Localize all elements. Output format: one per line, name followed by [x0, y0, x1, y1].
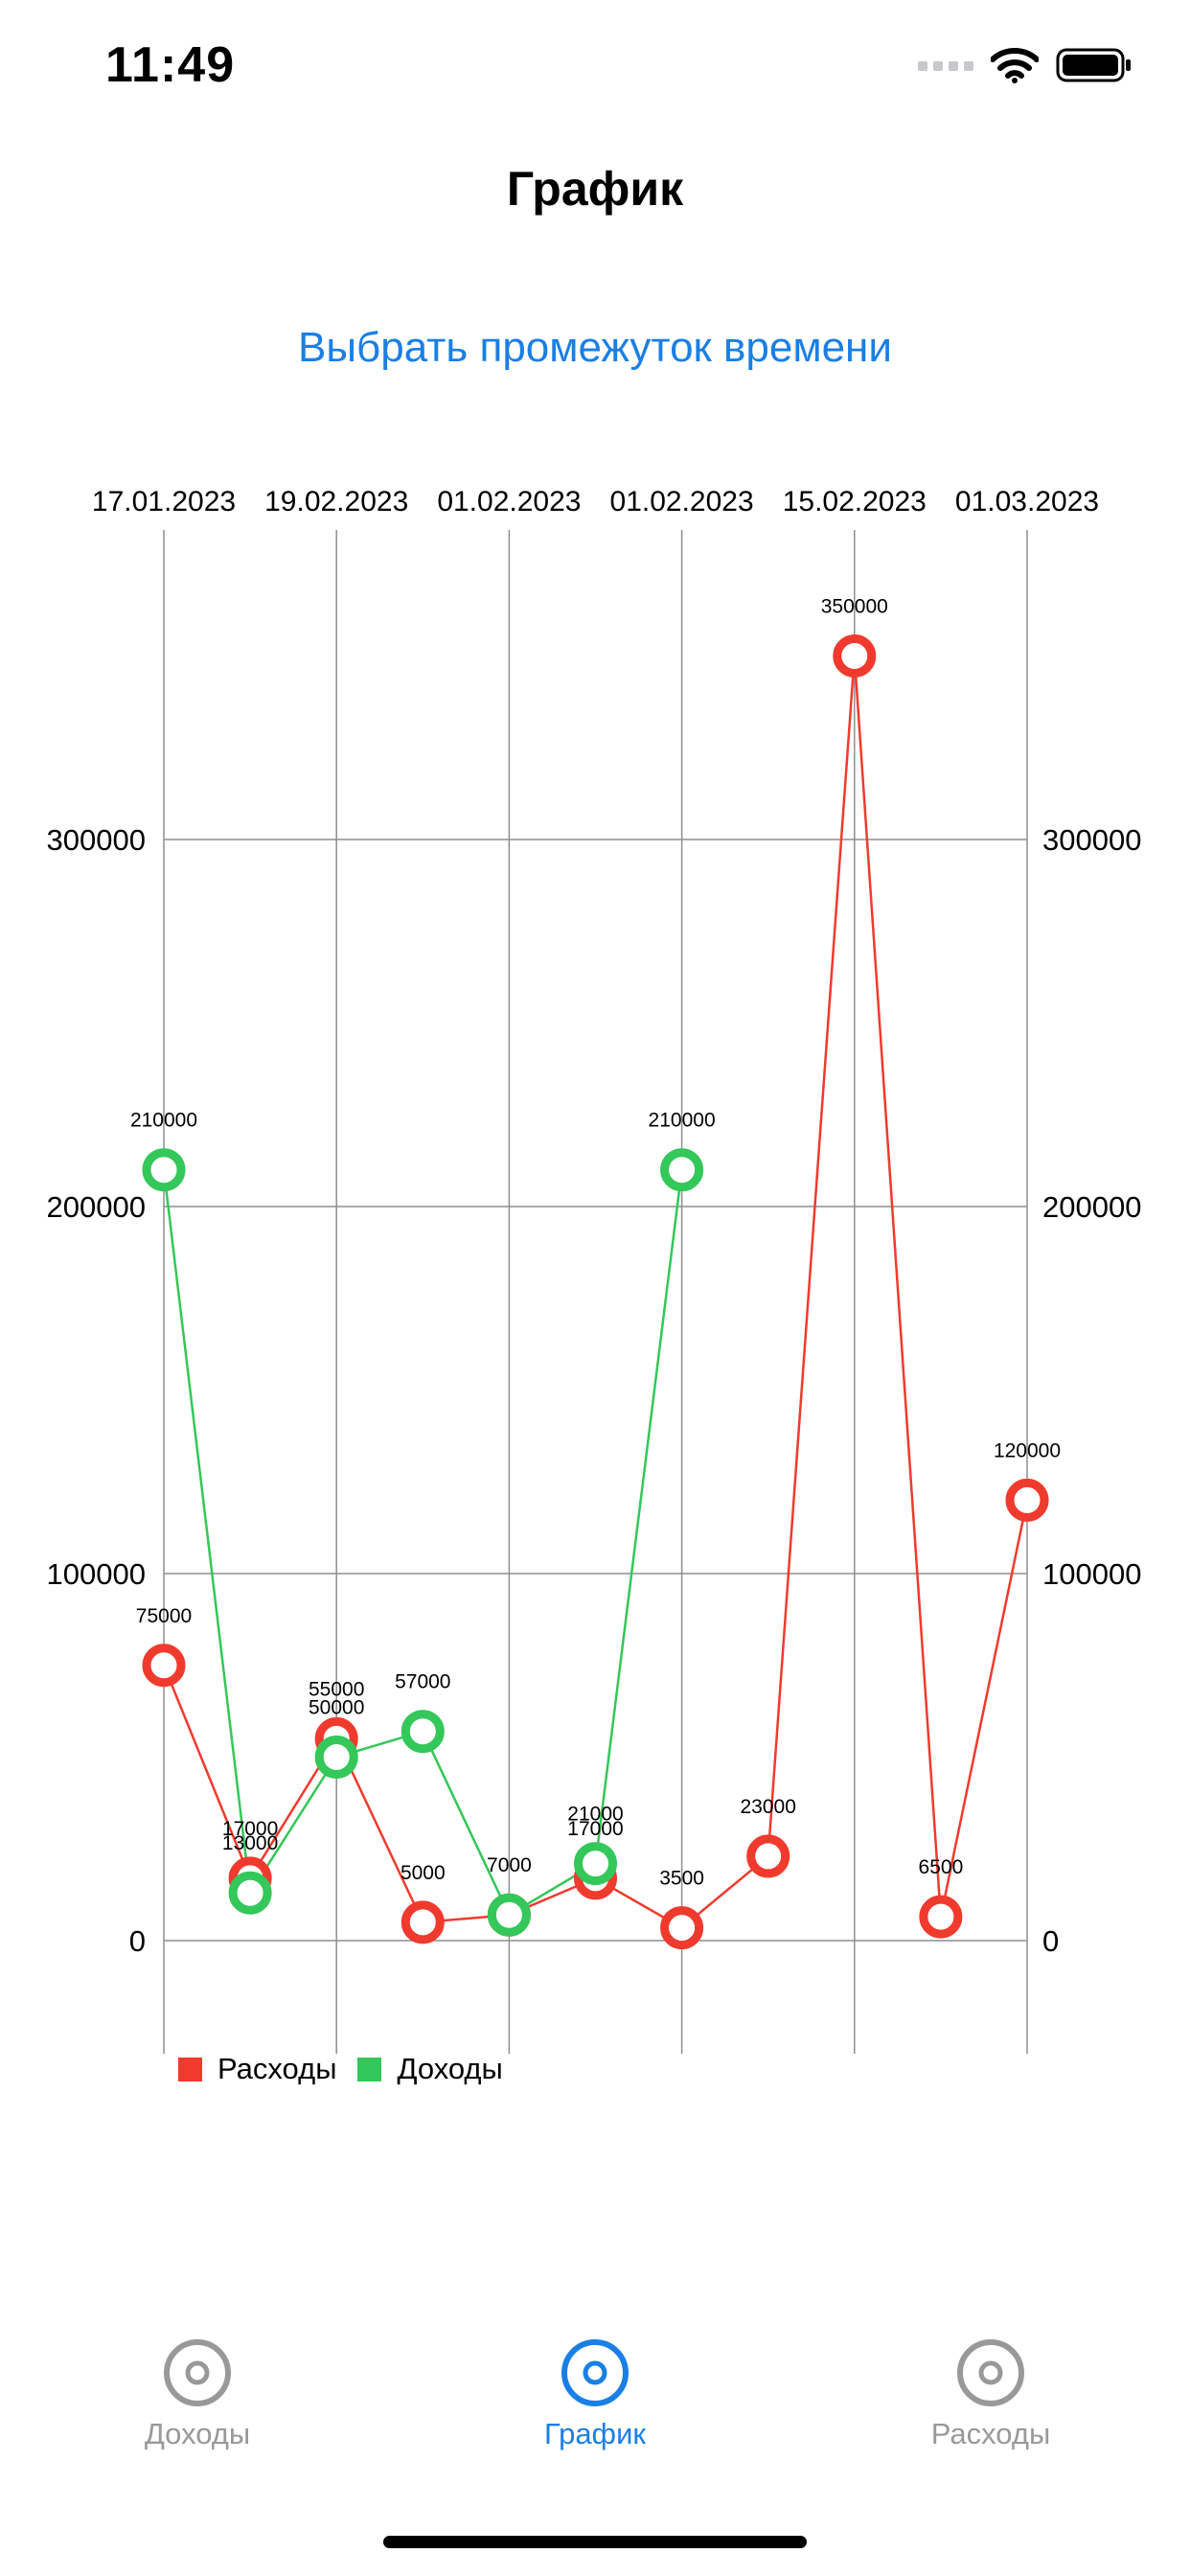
legend-label-expenses: Расходы	[217, 2052, 337, 2085]
x-tick-label: 01.03.2023	[955, 486, 1099, 518]
data-label-income: 21000	[567, 1804, 623, 1826]
y-tick-label-right: 300000	[1042, 823, 1141, 857]
data-point-income	[574, 1842, 617, 1886]
x-tick-label: 01.02.2023	[437, 486, 581, 518]
y-tick-label-left: 200000	[47, 1190, 146, 1224]
select-time-range-button[interactable]: Выбрать промежуток времени	[298, 324, 892, 371]
circle-dot-icon	[561, 2339, 629, 2406]
line-chart: 17.01.2023 19.02.2023 01.02.2023 01.02.2023…	[0, 460, 1190, 2108]
data-label-expenses: 55000	[309, 1678, 364, 1700]
circle-dot-icon	[957, 2339, 1024, 2406]
data-label-expenses: 3500	[659, 1868, 704, 1890]
status-icons	[918, 46, 1133, 84]
data-label-expenses: 75000	[136, 1605, 192, 1627]
legend-swatch-income	[357, 2057, 382, 2082]
y-tick-label-left: 0	[129, 1924, 146, 1958]
tab-income[interactable]: Доходы	[54, 2338, 341, 2492]
data-point-expenses	[833, 634, 877, 678]
data-label-expenses: 5000	[400, 1862, 446, 1884]
status-bar: 11:49	[0, 0, 1190, 126]
wifi-icon	[991, 48, 1039, 83]
data-point-income	[228, 1871, 272, 1915]
data-label-income: 210000	[649, 1110, 716, 1132]
status-time: 11:49	[105, 37, 236, 93]
battery-icon	[1056, 48, 1131, 82]
data-point-expenses	[400, 1900, 445, 1944]
data-label-income: 210000	[130, 1110, 197, 1132]
y-tick-label-right: 200000	[1042, 1190, 1141, 1224]
data-label-expenses: 350000	[821, 596, 888, 618]
data-point-income	[314, 1736, 358, 1779]
data-label-expenses: 120000	[994, 1439, 1061, 1461]
legend-label-income: Доходы	[397, 2052, 503, 2085]
x-tick-label: 15.02.2023	[783, 486, 927, 518]
data-point-expenses	[660, 1906, 704, 1950]
chart-legend: Расходы Доходы	[178, 2052, 524, 2086]
data-label-income: 13000	[222, 1832, 278, 1854]
data-label-income: 50000	[309, 1697, 364, 1719]
x-tick-label: 17.01.2023	[92, 486, 236, 518]
x-tick-label: 01.02.2023	[610, 486, 754, 518]
cellular-signal-icon	[918, 61, 973, 71]
circle-dot-icon	[164, 2339, 231, 2406]
data-point-income	[487, 1893, 531, 1937]
tab-expenses-label: Расходы	[930, 2417, 1051, 2450]
data-point-expenses	[1005, 1478, 1049, 1522]
x-tick-label: 19.02.2023	[264, 486, 408, 518]
data-label-income: 7000	[487, 1854, 532, 1876]
tab-bar: Доходы График Расходы	[0, 2338, 1190, 2576]
data-point-income	[400, 1710, 445, 1754]
y-tick-label-right: 0	[1042, 1924, 1059, 1958]
legend-item-expenses: Расходы	[178, 2052, 336, 2086]
line-chart-svg: 17.01.2023 19.02.2023 01.02.2023 01.02.2023…	[47, 486, 1141, 2054]
data-label-expenses: 6500	[919, 1856, 964, 1878]
data-point-expenses	[746, 1834, 790, 1878]
y-tick-label-left: 100000	[47, 1557, 146, 1591]
data-label-expenses: 23000	[740, 1796, 795, 1818]
data-point-income	[660, 1148, 704, 1192]
data-point-expenses	[919, 1895, 963, 1939]
y-tick-label-right: 100000	[1042, 1557, 1141, 1591]
home-indicator	[383, 2536, 807, 2548]
y-tick-label-left: 300000	[47, 823, 146, 857]
data-point-income	[142, 1148, 186, 1192]
legend-swatch-expenses	[178, 2057, 202, 2082]
page-title: График	[506, 162, 684, 216]
series-line-expenses	[162, 656, 1029, 1930]
data-label-income: 57000	[395, 1671, 450, 1693]
tab-chart[interactable]: График	[451, 2338, 739, 2492]
data-label-expenses: 17000	[222, 1818, 278, 1840]
tab-chart-label: График	[544, 2417, 646, 2450]
tab-income-label: Доходы	[144, 2417, 251, 2450]
legend-item-income: Доходы	[357, 2052, 503, 2086]
data-point-expenses	[142, 1644, 186, 1688]
data-label-expenses: 17000	[567, 1818, 623, 1840]
tab-expenses[interactable]: Расходы	[847, 2338, 1134, 2492]
